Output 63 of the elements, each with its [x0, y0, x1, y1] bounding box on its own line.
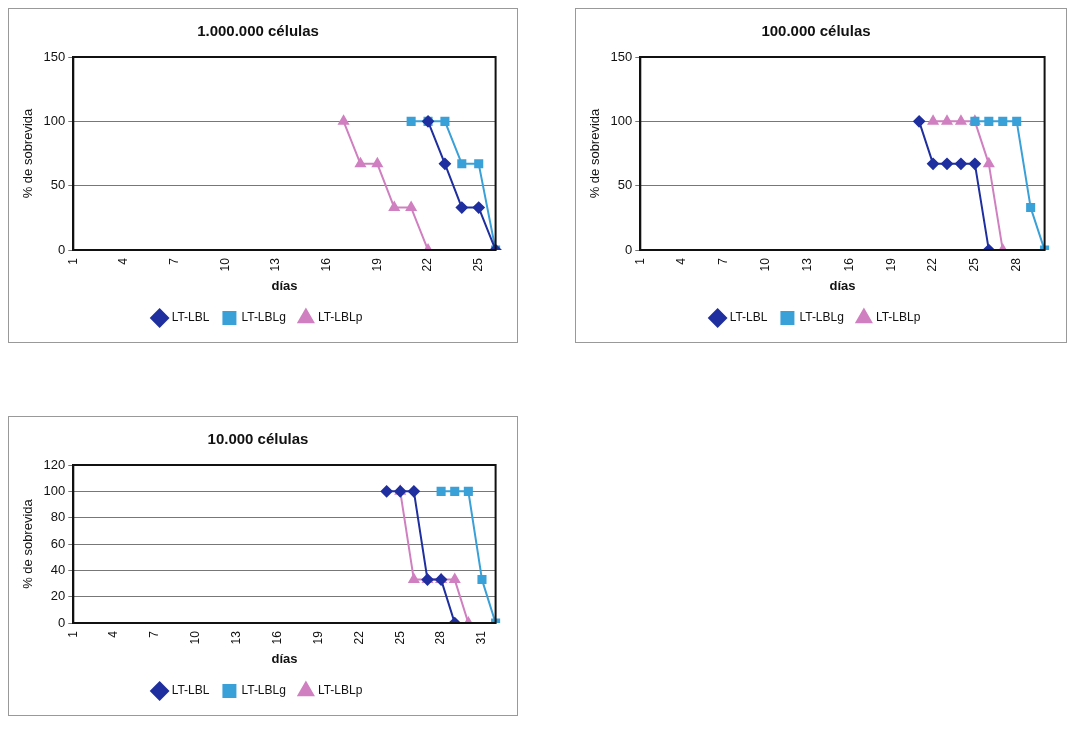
y-tick-label: 80 [50, 509, 66, 525]
y-tick-label: 20 [50, 588, 66, 604]
x-tick-label: 31 [474, 630, 489, 645]
x-tick-label: 25 [967, 257, 982, 272]
x-tick-label: 25 [471, 257, 486, 272]
x-tick-label: 19 [883, 257, 898, 272]
legend-label: LT-LBLg [241, 310, 286, 325]
x-axis-title: días [829, 277, 856, 293]
y-tick-label: 120 [43, 456, 66, 472]
x-tick-label: 13 [799, 257, 814, 272]
chart-title: 1.000.000 células [197, 22, 319, 40]
y-tick-label: 50 [617, 177, 633, 193]
x-tick-label: 13 [268, 257, 283, 272]
x-tick-label: 1 [65, 257, 80, 265]
y-axis-title: % de sobrevida [20, 107, 36, 199]
x-tick-label: 10 [217, 257, 232, 272]
x-axis-title: días [271, 650, 298, 666]
y-tick-label: 60 [50, 535, 66, 551]
x-tick-label: 22 [351, 630, 366, 645]
x-tick-label: 22 [420, 257, 435, 272]
legend-label: LT-LBL [729, 310, 768, 325]
y-tick-label: 100 [43, 482, 66, 498]
legend-label: LT-LBLg [799, 310, 844, 325]
y-tick-label: 0 [58, 241, 66, 257]
y-axis-title: % de sobrevida [587, 107, 603, 199]
x-tick-label: 1 [65, 630, 80, 638]
x-tick-label: 16 [841, 257, 856, 272]
x-tick-label: 28 [1009, 257, 1024, 272]
y-tick-label: 100 [610, 112, 633, 128]
x-tick-label: 10 [758, 257, 773, 272]
y-tick-label: 150 [43, 48, 66, 64]
x-tick-label: 7 [716, 257, 731, 265]
y-tick-label: 0 [58, 614, 66, 630]
x-tick-label: 4 [674, 257, 689, 265]
legend-label: LT-LBL [171, 683, 210, 698]
legend-label: LT-LBLp [875, 310, 921, 325]
x-tick-label: 19 [369, 257, 384, 272]
x-tick-label: 7 [147, 630, 162, 638]
x-tick-label: 28 [433, 630, 448, 645]
legend-label: LT-LBLp [317, 683, 363, 698]
y-tick-label: 100 [43, 112, 66, 128]
legend-label: LT-LBL [171, 310, 210, 325]
y-tick-label: 50 [50, 177, 66, 193]
x-tick-label: 1 [632, 257, 647, 265]
x-tick-label: 25 [392, 630, 407, 645]
y-tick-label: 150 [610, 48, 633, 64]
x-tick-label: 16 [269, 630, 284, 645]
x-tick-label: 7 [166, 257, 181, 265]
x-tick-label: 22 [925, 257, 940, 272]
x-axis-title: días [271, 277, 298, 293]
x-tick-label: 4 [116, 257, 131, 265]
y-axis-title: % de sobrevida [20, 498, 36, 589]
y-tick-label: 40 [50, 561, 66, 577]
chart-title: 100.000 células [761, 22, 871, 40]
legend-label: LT-LBLp [317, 310, 363, 325]
x-tick-label: 4 [106, 630, 121, 638]
legend-label: LT-LBLg [241, 683, 286, 698]
chart-title: 10.000 células [207, 430, 309, 448]
x-tick-label: 13 [229, 630, 244, 645]
y-tick-label: 0 [625, 241, 633, 257]
x-tick-label: 16 [318, 257, 333, 272]
x-tick-label: 10 [188, 630, 203, 645]
x-tick-label: 19 [310, 630, 325, 645]
